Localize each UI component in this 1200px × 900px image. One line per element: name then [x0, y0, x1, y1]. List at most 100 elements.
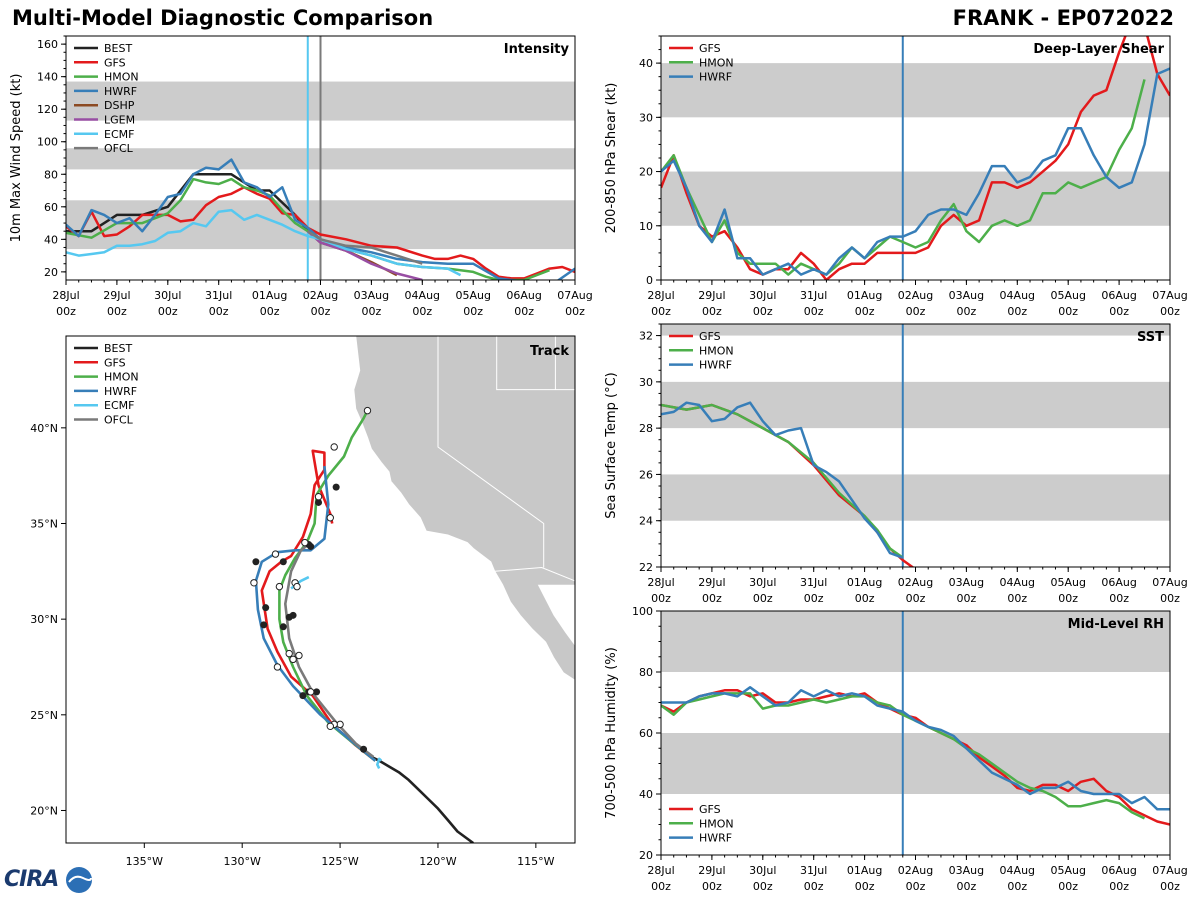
- track-point-filled: [260, 621, 268, 629]
- track-series-best: [370, 755, 474, 843]
- track-point-open: [295, 651, 303, 660]
- sst-ytick-label: 28: [639, 422, 653, 435]
- rh-ytick-label: 60: [639, 727, 653, 740]
- intensity-legend-label: HWRF: [104, 85, 137, 98]
- track-point-open: [307, 688, 315, 696]
- shear-ytick-label: 0: [646, 274, 653, 287]
- rh-ytick-label: 80: [639, 666, 653, 679]
- shear-band-1: [661, 63, 1170, 118]
- rh-xtick-label: 00z: [1058, 880, 1078, 893]
- rh-ytick-label: 100: [632, 605, 653, 618]
- rh-xtick-label: 28Jul: [647, 864, 674, 877]
- track-point-open: [271, 550, 280, 558]
- shear-xtick-label: 00z: [1007, 305, 1027, 318]
- intensity-xtick-label: 00z: [107, 305, 127, 318]
- sst-frame: [660, 323, 1171, 568]
- intensity-ylabel: 10m Max Wind Speed (kt): [9, 74, 24, 243]
- sst-ytick-label: 24: [639, 515, 653, 528]
- track-point-filled: [299, 692, 307, 700]
- rh-xtick-label: 30Jul: [749, 864, 776, 877]
- track-frame: [65, 335, 576, 844]
- intensity-ytick-label: 40: [44, 233, 58, 246]
- track-legend-label: GFS: [104, 356, 126, 369]
- shear-xtick-label: 00z: [1160, 305, 1180, 318]
- intensity-xtick-label: 00z: [565, 305, 585, 318]
- rh-xtick-label: 07Aug: [1152, 864, 1187, 877]
- shear-xtick-label: 29Jul: [698, 289, 725, 302]
- shear-xtick-label: 01Aug: [847, 289, 882, 302]
- track-xtick-label: 125°W: [321, 855, 358, 868]
- track-legend-label: BEST: [104, 342, 132, 355]
- shear-xtick-label: 00z: [855, 305, 875, 318]
- track-point-open: [314, 493, 323, 501]
- rh-xtick-label: 00z: [1109, 880, 1129, 893]
- intensity-xtick-label: 07Aug: [557, 289, 592, 302]
- shear-xtick-label: 00z: [957, 305, 977, 318]
- track-point-filled: [289, 611, 297, 619]
- intensity-xtick-label: 00z: [412, 305, 432, 318]
- rh-xtick-label: 02Aug: [898, 864, 933, 877]
- rh-xtick-label: 05Aug: [1050, 864, 1085, 877]
- track-legend-bg: [68, 338, 148, 426]
- shear-xtick-label: 02Aug: [898, 289, 933, 302]
- track-panel: 135°W 130°W 125°W 120°W 115°W 20°N 25°N 30°N 35°…: [30, 335, 576, 868]
- intensity-xtick-label: 04Aug: [405, 289, 440, 302]
- track-xtick-label: 115°W: [517, 855, 554, 868]
- land-mass: [353, 336, 575, 681]
- track-xtick-label: 120°W: [419, 855, 456, 868]
- track-point-filled: [313, 688, 321, 696]
- rh-xtick-label: 00z: [1007, 880, 1027, 893]
- shear-legend-label: GFS: [699, 42, 721, 55]
- sst-xtick-label: 00z: [753, 592, 773, 605]
- intensity-xtick-label: 00z: [209, 305, 229, 318]
- intensity-xtick-label: 03Aug: [354, 289, 389, 302]
- shear-xtick-label: 00z: [702, 305, 722, 318]
- sst-xtick-label: 00z: [702, 592, 722, 605]
- track-legend-label: HWRF: [104, 385, 137, 398]
- track-point-filled: [360, 745, 368, 753]
- sst-band-2: [661, 324, 1170, 336]
- rh-series-hwrf: [661, 686, 1170, 811]
- rh-xtick-label: 01Aug: [847, 864, 882, 877]
- shear-panel: 0 10 20 30 40 28Jul 00z 29Jul 00z 30Jul 00z 31Jul 00…: [604, 35, 1188, 318]
- intensity-xtick-label: 00z: [311, 305, 331, 318]
- sst-xtick-label: 30Jul: [749, 576, 776, 589]
- sst-xtick-label: 29Jul: [698, 576, 725, 589]
- intensity-legend-label: ECMF: [104, 128, 134, 141]
- shear-xtick-label: 04Aug: [1000, 289, 1035, 302]
- intensity-series-lgem: [306, 230, 423, 280]
- shear-series-hwrf: [661, 67, 1170, 276]
- shear-ytick-label: 30: [639, 111, 653, 124]
- sst-xtick-label: 01Aug: [847, 576, 882, 589]
- track-point-open: [326, 722, 334, 730]
- track-map: [250, 336, 575, 843]
- track-ytick-label: 35°N: [30, 517, 58, 530]
- track-point-open: [301, 538, 309, 547]
- track-legend-label: ECMF: [104, 399, 134, 412]
- intensity-xtick-label: 01Aug: [252, 289, 287, 302]
- sst-xtick-label: 00z: [804, 592, 824, 605]
- intensity-ytick-label: 160: [37, 38, 58, 51]
- track-xtick-label: 130°W: [224, 855, 261, 868]
- sst-ytick-label: 30: [639, 376, 653, 389]
- sst-xtick-label: 00z: [1007, 592, 1027, 605]
- state-border-2: [496, 336, 575, 391]
- intensity-ytick-label: 140: [37, 71, 58, 84]
- shear-xtick-label: 31Jul: [800, 289, 827, 302]
- intensity-series-ofcl: [307, 230, 423, 265]
- sst-band-1: [661, 381, 1170, 429]
- shear-ytick-label: 40: [639, 57, 653, 70]
- intensity-series-gfs: [66, 186, 575, 280]
- sst-legend-label: HMON: [699, 344, 734, 357]
- sst-xtick-label: 00z: [855, 592, 875, 605]
- track-point-filled: [332, 483, 340, 491]
- sst-xtick-label: 00z: [651, 592, 671, 605]
- track-point-filled: [252, 558, 260, 566]
- intensity-legend-label: BEST: [104, 42, 132, 55]
- rh-xtick-label: 00z: [855, 880, 875, 893]
- rh-xtick-label: 00z: [906, 880, 926, 893]
- shear-series-hmon: [661, 79, 1146, 276]
- shear-xtick-label: 00z: [906, 305, 926, 318]
- shear-xtick-label: 30Jul: [749, 289, 776, 302]
- intensity-xtick-label: 00z: [56, 305, 76, 318]
